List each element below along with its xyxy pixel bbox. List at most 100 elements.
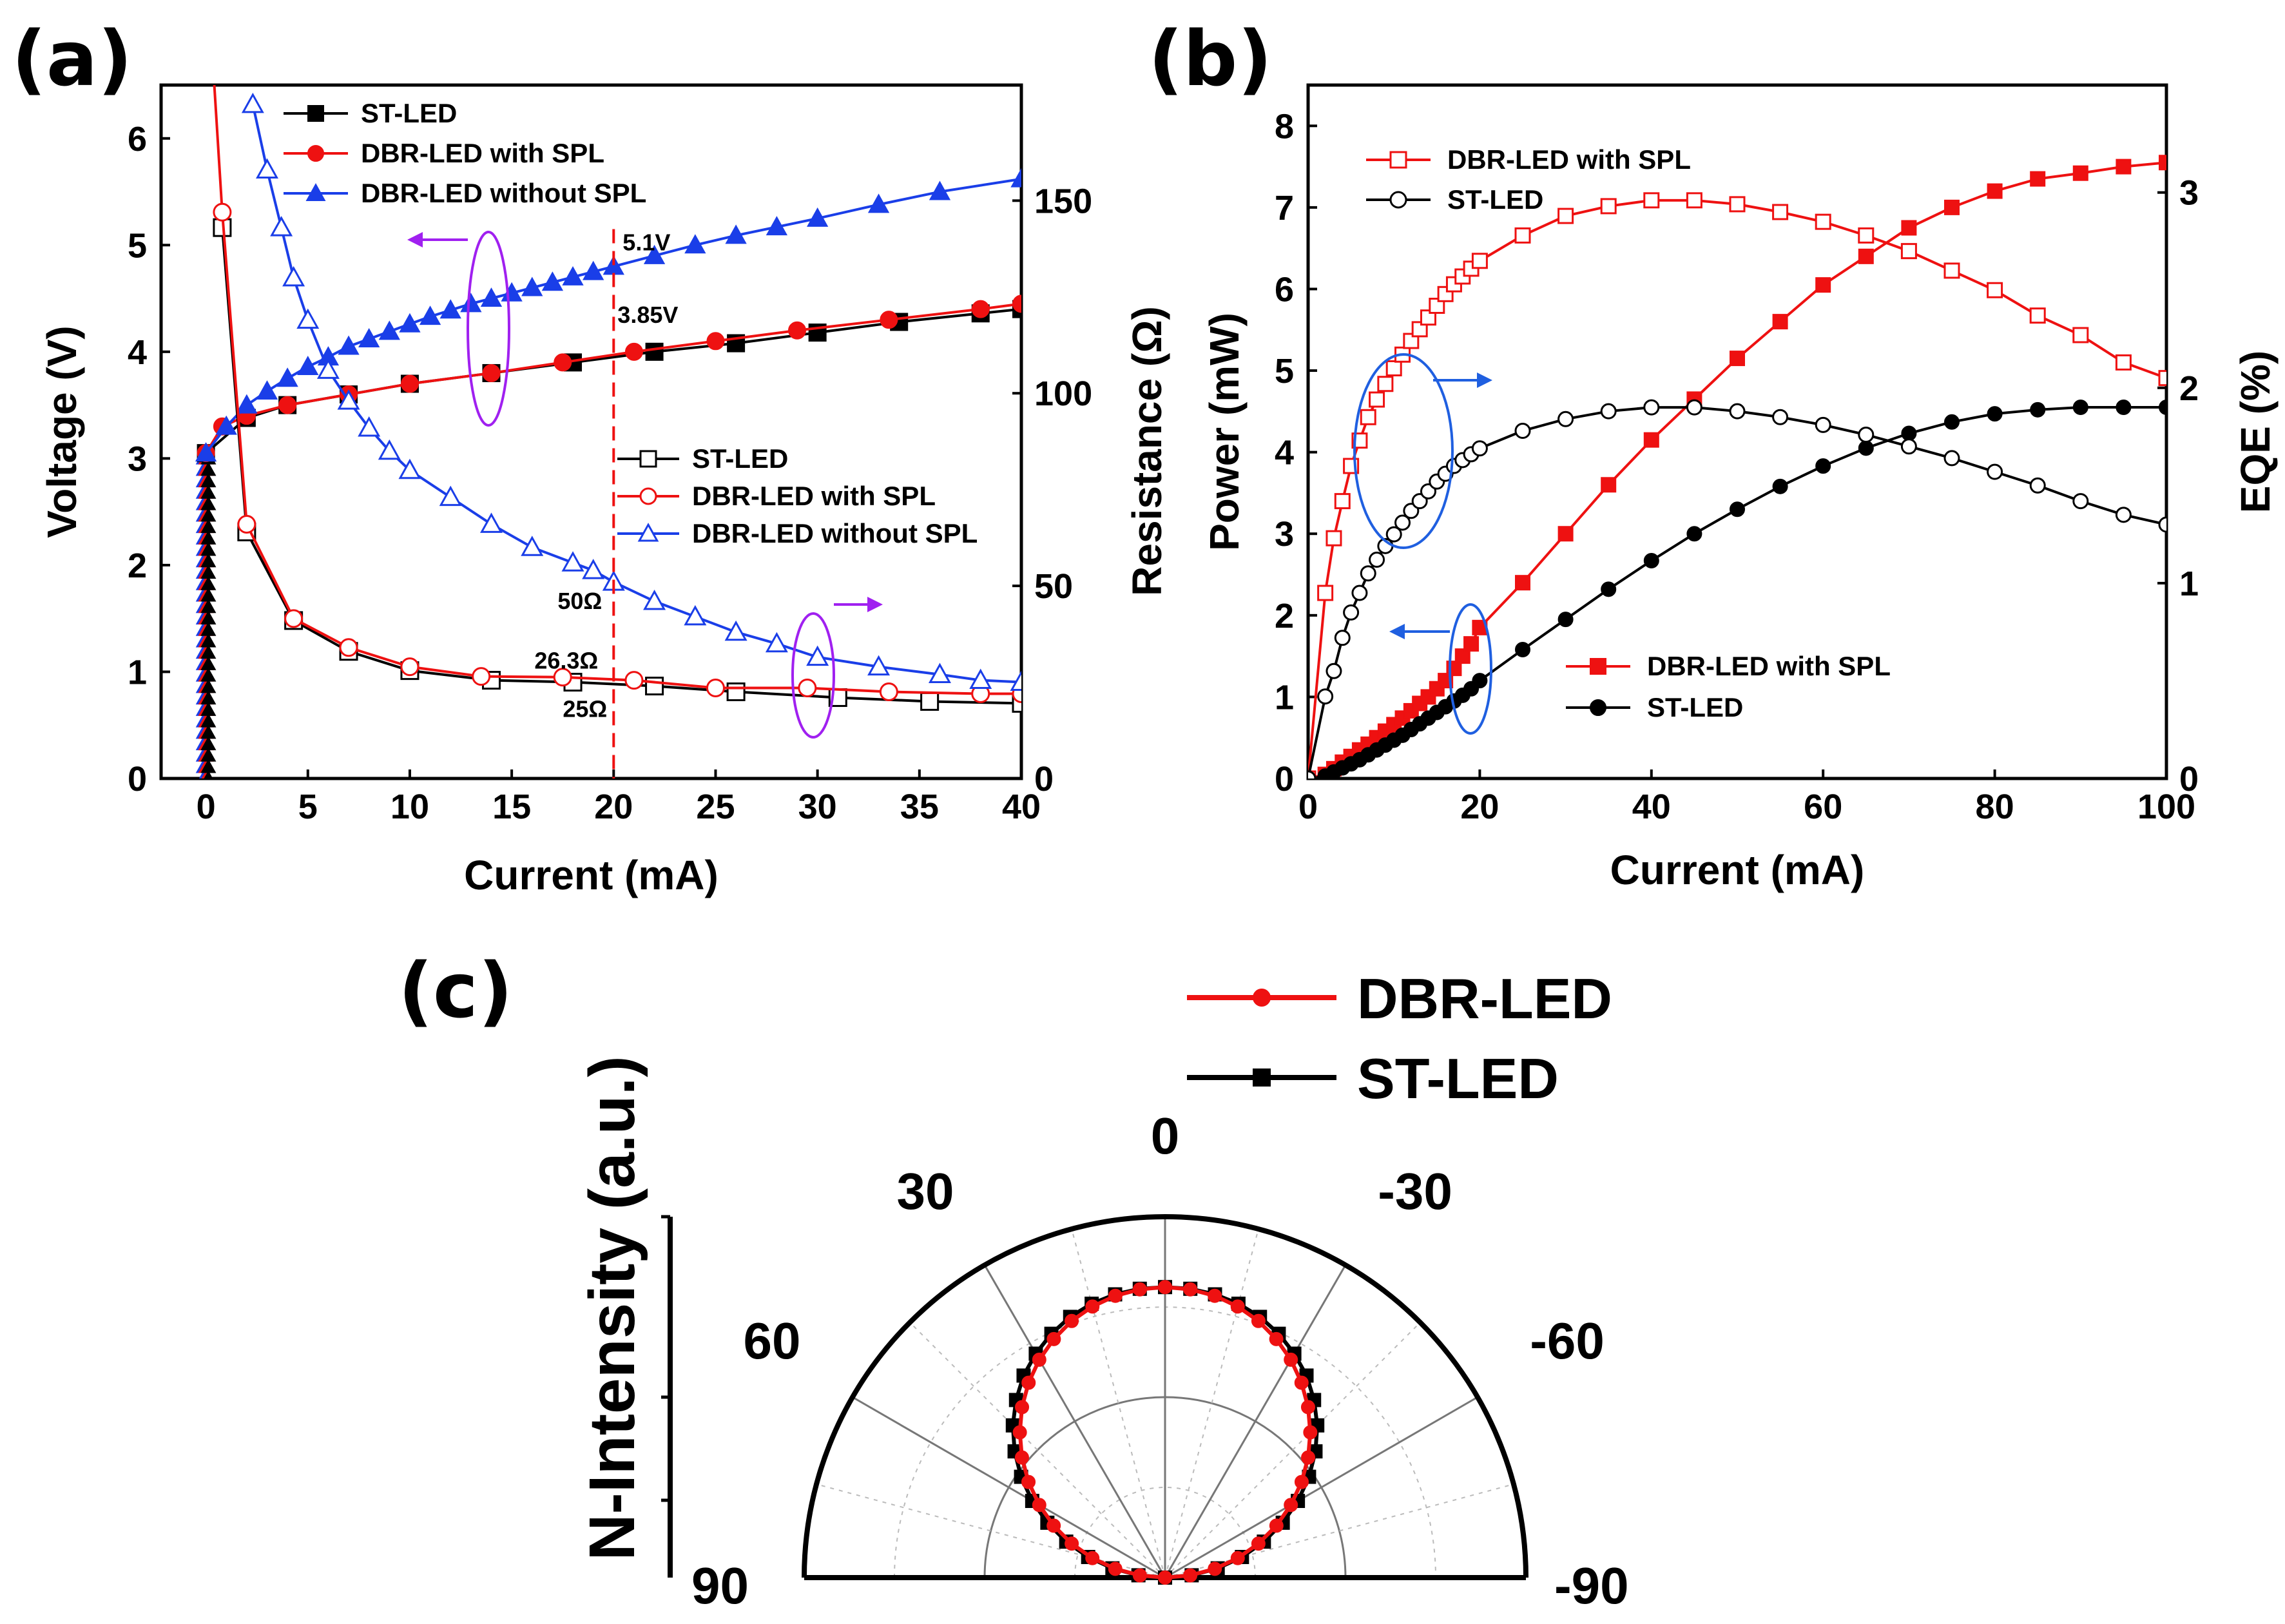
b-series-st-led-right [1308, 399, 2166, 778]
a-y2-tick-label: 150 [1034, 182, 1092, 220]
b-y2-tick-label: 3 [2179, 174, 2199, 213]
c-data-point [1014, 1450, 1029, 1465]
a-data-point [1010, 670, 1021, 691]
a-data-point [472, 667, 491, 686]
b-data-point [1411, 321, 1428, 338]
c-grid-spoke [1071, 1228, 1166, 1578]
c-data-point [1230, 1299, 1245, 1314]
a-data-point [726, 682, 746, 701]
b-data-point [1326, 530, 1342, 546]
a-data-point [195, 442, 217, 462]
c-legend-entry: ST-LED [1187, 1047, 1559, 1110]
a-data-point [554, 353, 572, 372]
a-data-point [766, 216, 788, 236]
b-data-point [1643, 432, 1659, 448]
a-iv-rise-point [200, 461, 217, 476]
a-data-point [562, 266, 584, 285]
a-legend-voltage-entry: DBR-LED without SPL [284, 178, 646, 208]
b-data-point [2159, 155, 2166, 171]
b-data-point [1943, 450, 1960, 467]
c-data-point [1208, 1561, 1222, 1576]
b-data-point [1944, 414, 1960, 430]
b-y-tick-label: 6 [1275, 270, 1294, 309]
b-data-point [2158, 516, 2166, 533]
a-data-point [419, 305, 441, 325]
a-data-point [798, 679, 817, 698]
a-legend-resistance-entry: DBR-LED with SPL [617, 481, 936, 511]
a-data-point [879, 682, 898, 701]
a-data-point [400, 374, 419, 393]
a-data-point [706, 679, 725, 698]
b-legend-eqe-entry: ST-LED [1366, 184, 1543, 215]
a-data-point [460, 293, 482, 313]
a-data-point [439, 299, 461, 319]
c-data-point [1065, 1313, 1079, 1328]
a-y-tick-label: 4 [128, 333, 147, 372]
b-y-tick-label: 2 [1275, 597, 1294, 635]
b-data-point [1772, 409, 1789, 425]
a-data-point [378, 439, 401, 460]
a-legend-voltage-entry: ST-LED [284, 98, 457, 128]
a-legend-marker [637, 523, 659, 542]
a-legend-resistance-entry: DBR-LED without SPL [617, 518, 978, 548]
b-legend-label: ST-LED [1447, 184, 1543, 215]
b-data-point [1360, 409, 1376, 425]
b-data-point [1815, 277, 1831, 293]
b-data-point [1308, 770, 1316, 778]
c-angle-label: 30 [897, 1163, 954, 1220]
b-legend-power-entry: ST-LED [1566, 692, 1743, 722]
a-series-dbr-led-with-spl-right [213, 202, 1021, 703]
c-data-point [1208, 1288, 1222, 1303]
a-data-point [256, 158, 279, 179]
a-iv-rise-point [200, 496, 217, 510]
b-data-point [1377, 376, 1394, 392]
a-iv-rise-point [200, 565, 217, 579]
a-data-point [880, 311, 898, 329]
b-data-point [1815, 458, 1831, 474]
a-series-group [195, 85, 1021, 778]
panel-label-b: (b) [1148, 14, 1272, 103]
b-y-tick-label: 8 [1275, 107, 1294, 146]
b-data-point [1686, 192, 1702, 209]
a-iv-rise-point [200, 759, 217, 773]
c-grid-spoke [1164, 1322, 1421, 1578]
b-data-point [1901, 220, 1917, 236]
a-data-point [561, 551, 584, 572]
a-data-point [582, 559, 605, 579]
a-data-point [237, 514, 256, 534]
c-data-point [1032, 1352, 1046, 1367]
a-legend-label: ST-LED [692, 443, 788, 474]
a-annotation-25ohm: 25Ω [563, 695, 607, 722]
b-data-point [2029, 477, 2046, 494]
a-series-dbr-led-with-spl-left [197, 295, 1021, 463]
b-data-point [1987, 406, 2003, 422]
a-x-tick-label: 0 [197, 788, 216, 826]
a-data-point [378, 320, 400, 340]
a-legend-label: DBR-LED with SPL [692, 481, 936, 511]
a-y-tick-label: 6 [128, 120, 147, 159]
a-iv-rise-point [200, 702, 217, 716]
b-series-st-led-left [1308, 400, 2166, 778]
a-data-point [278, 396, 297, 414]
a-iv-rise-point [200, 667, 217, 682]
a-annotation-3-85v: 3.85V [617, 302, 678, 328]
a-data-point [296, 308, 320, 329]
a-data-point [583, 260, 604, 280]
a-series-st-led-right [213, 218, 1021, 713]
a-data-point [215, 415, 237, 435]
a-iv-rise-point [200, 519, 217, 534]
a-data-point [337, 389, 360, 410]
b-data-point [1686, 526, 1702, 542]
c-data-point [1021, 1375, 1036, 1390]
c-grid-spoke [1164, 1484, 1514, 1578]
b-data-point [1900, 438, 1917, 455]
b-data-point [1429, 298, 1445, 314]
b-data-point [1557, 526, 1574, 542]
b-data-point [2072, 165, 2088, 181]
a-iv-rise-point [200, 485, 217, 499]
a-y-tick-label: 0 [128, 760, 147, 798]
c-data-point [1284, 1498, 1298, 1513]
b-data-point [1600, 198, 1617, 215]
b-data-point [1557, 612, 1574, 628]
